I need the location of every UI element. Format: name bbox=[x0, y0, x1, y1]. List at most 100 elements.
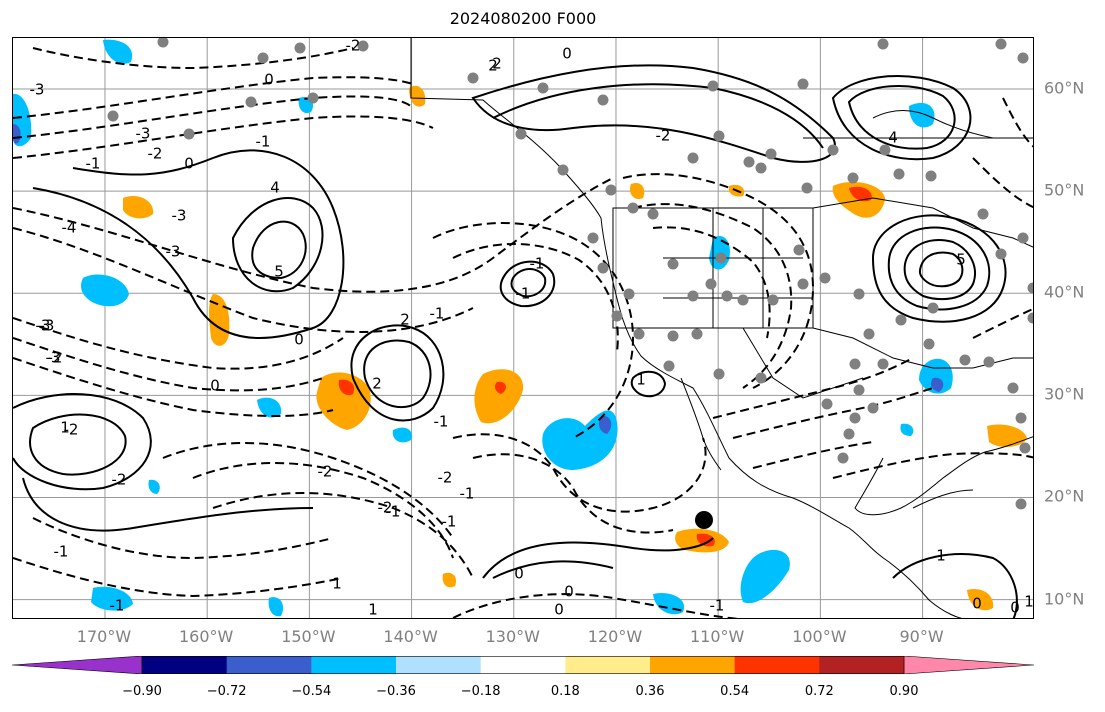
longitude-label: 100°W bbox=[792, 627, 847, 646]
contour-label: -1 bbox=[710, 597, 725, 615]
station-dot bbox=[995, 248, 1007, 260]
positive-anomaly-core bbox=[494, 381, 506, 394]
colorbar-segment bbox=[734, 656, 820, 674]
map-title: 2024080200 F000 bbox=[449, 9, 597, 28]
contour-label: -3 bbox=[172, 207, 187, 225]
contour-label: -3 bbox=[40, 317, 55, 335]
station-dot bbox=[863, 328, 875, 340]
station-dot bbox=[867, 402, 879, 414]
contour-label: -2 bbox=[112, 471, 127, 489]
contour-label: 4 bbox=[888, 129, 898, 147]
contour-solid bbox=[918, 251, 964, 288]
station-dot bbox=[853, 288, 865, 300]
contour-label: -1 bbox=[256, 133, 271, 151]
contour-dashed bbox=[432, 222, 635, 439]
station-dot bbox=[713, 368, 725, 380]
colorbar-tick-label: 0.72 bbox=[804, 684, 834, 699]
station-dot bbox=[847, 172, 859, 184]
contour-solid bbox=[471, 64, 836, 163]
station-dot bbox=[843, 428, 855, 440]
contour-label: 0 bbox=[972, 595, 982, 613]
contour-label: -1 bbox=[86, 155, 101, 173]
colorbar-segment bbox=[565, 656, 651, 674]
station-dot bbox=[691, 328, 703, 340]
station-dot bbox=[1015, 412, 1027, 424]
contour-dashed bbox=[13, 337, 324, 392]
map-area[interactable]: 0 -2 -3 2 0 -1 -3 -2 -1 0 -4 -3 4 -3 5 -3 -2 2 -1 2 0 0 -2 -1 1-… bbox=[12, 37, 1034, 619]
negative-anomaly-region bbox=[909, 102, 935, 128]
station-dot bbox=[765, 148, 777, 160]
contour-solid bbox=[231, 197, 324, 293]
station-markers bbox=[107, 38, 1033, 510]
contour-dashed bbox=[652, 226, 771, 339]
contour-label: -1 bbox=[460, 485, 475, 503]
latitude-label: 20°N bbox=[1044, 486, 1085, 506]
station-dot bbox=[557, 164, 569, 176]
contour-solid bbox=[630, 370, 667, 398]
contour-dashed bbox=[832, 452, 1033, 479]
colorbar-segment bbox=[480, 656, 566, 674]
negative-anomaly-region bbox=[91, 586, 133, 611]
longitude-label: 90°W bbox=[899, 627, 944, 646]
station-dot bbox=[707, 80, 719, 92]
station-dot bbox=[687, 152, 699, 164]
positive-anomaly-region bbox=[629, 182, 645, 200]
station-dot bbox=[1015, 498, 1027, 510]
colorbar-segment bbox=[396, 656, 482, 674]
contour-dashed bbox=[32, 517, 334, 560]
negative-anomaly-region bbox=[919, 358, 953, 394]
station-dot bbox=[623, 288, 635, 300]
contour-dashed bbox=[212, 492, 474, 579]
station-dot bbox=[597, 262, 609, 274]
station-dot bbox=[605, 184, 617, 196]
contour-label: -3 bbox=[30, 81, 45, 99]
contour-dashed bbox=[712, 357, 914, 419]
contour-dashed bbox=[732, 387, 934, 439]
contour-label: -1 bbox=[516, 285, 531, 303]
contour-solid bbox=[847, 85, 956, 150]
station-dot bbox=[837, 452, 849, 464]
colorbar-segment bbox=[226, 656, 312, 674]
contour-label: 0 bbox=[562, 45, 572, 63]
negative-anomaly-region bbox=[257, 397, 282, 418]
station-dot bbox=[294, 42, 306, 54]
contour-dashed bbox=[13, 357, 334, 417]
coastlines bbox=[410, 38, 1033, 618]
contour-label: 2 bbox=[400, 311, 410, 329]
negative-anomaly-region bbox=[740, 549, 790, 604]
station-dot bbox=[1027, 282, 1033, 294]
station-dot bbox=[611, 310, 623, 322]
station-dot bbox=[667, 258, 679, 270]
contour-label: -2 bbox=[64, 421, 79, 439]
contour-dashed bbox=[13, 177, 614, 293]
colorbar-segment bbox=[819, 656, 905, 674]
station-dot bbox=[1027, 312, 1033, 324]
contour-label: -3 bbox=[46, 349, 61, 367]
station-dot bbox=[925, 170, 937, 182]
station-dot bbox=[923, 338, 935, 350]
station-dot bbox=[705, 278, 717, 290]
contour-dashed bbox=[162, 442, 454, 539]
station-dot bbox=[1017, 232, 1029, 244]
station-dot bbox=[853, 384, 865, 396]
station-dot bbox=[597, 94, 609, 106]
colorbar-tick-label: 0.54 bbox=[720, 684, 750, 699]
station-dot bbox=[995, 38, 1007, 50]
station-dot bbox=[827, 144, 839, 156]
contour-label: 1 bbox=[636, 371, 646, 389]
negative-anomaly-region bbox=[148, 479, 160, 494]
contour-solid bbox=[251, 220, 307, 280]
colorbar-under-extension bbox=[12, 656, 143, 674]
latitude-label: 10°N bbox=[1044, 589, 1085, 609]
contour-label: -1 bbox=[54, 543, 69, 561]
contour-label: -1 bbox=[530, 255, 545, 273]
contour-dashed bbox=[13, 95, 414, 139]
contour-dashed bbox=[972, 157, 1033, 209]
contour-label: 0 bbox=[564, 583, 574, 601]
station-dot bbox=[793, 244, 805, 256]
contour-solid bbox=[871, 214, 1007, 323]
station-dot bbox=[737, 294, 749, 306]
positive-anomaly-region bbox=[967, 588, 994, 611]
contour-label: -2 bbox=[318, 463, 333, 481]
contour-solid bbox=[13, 393, 152, 491]
